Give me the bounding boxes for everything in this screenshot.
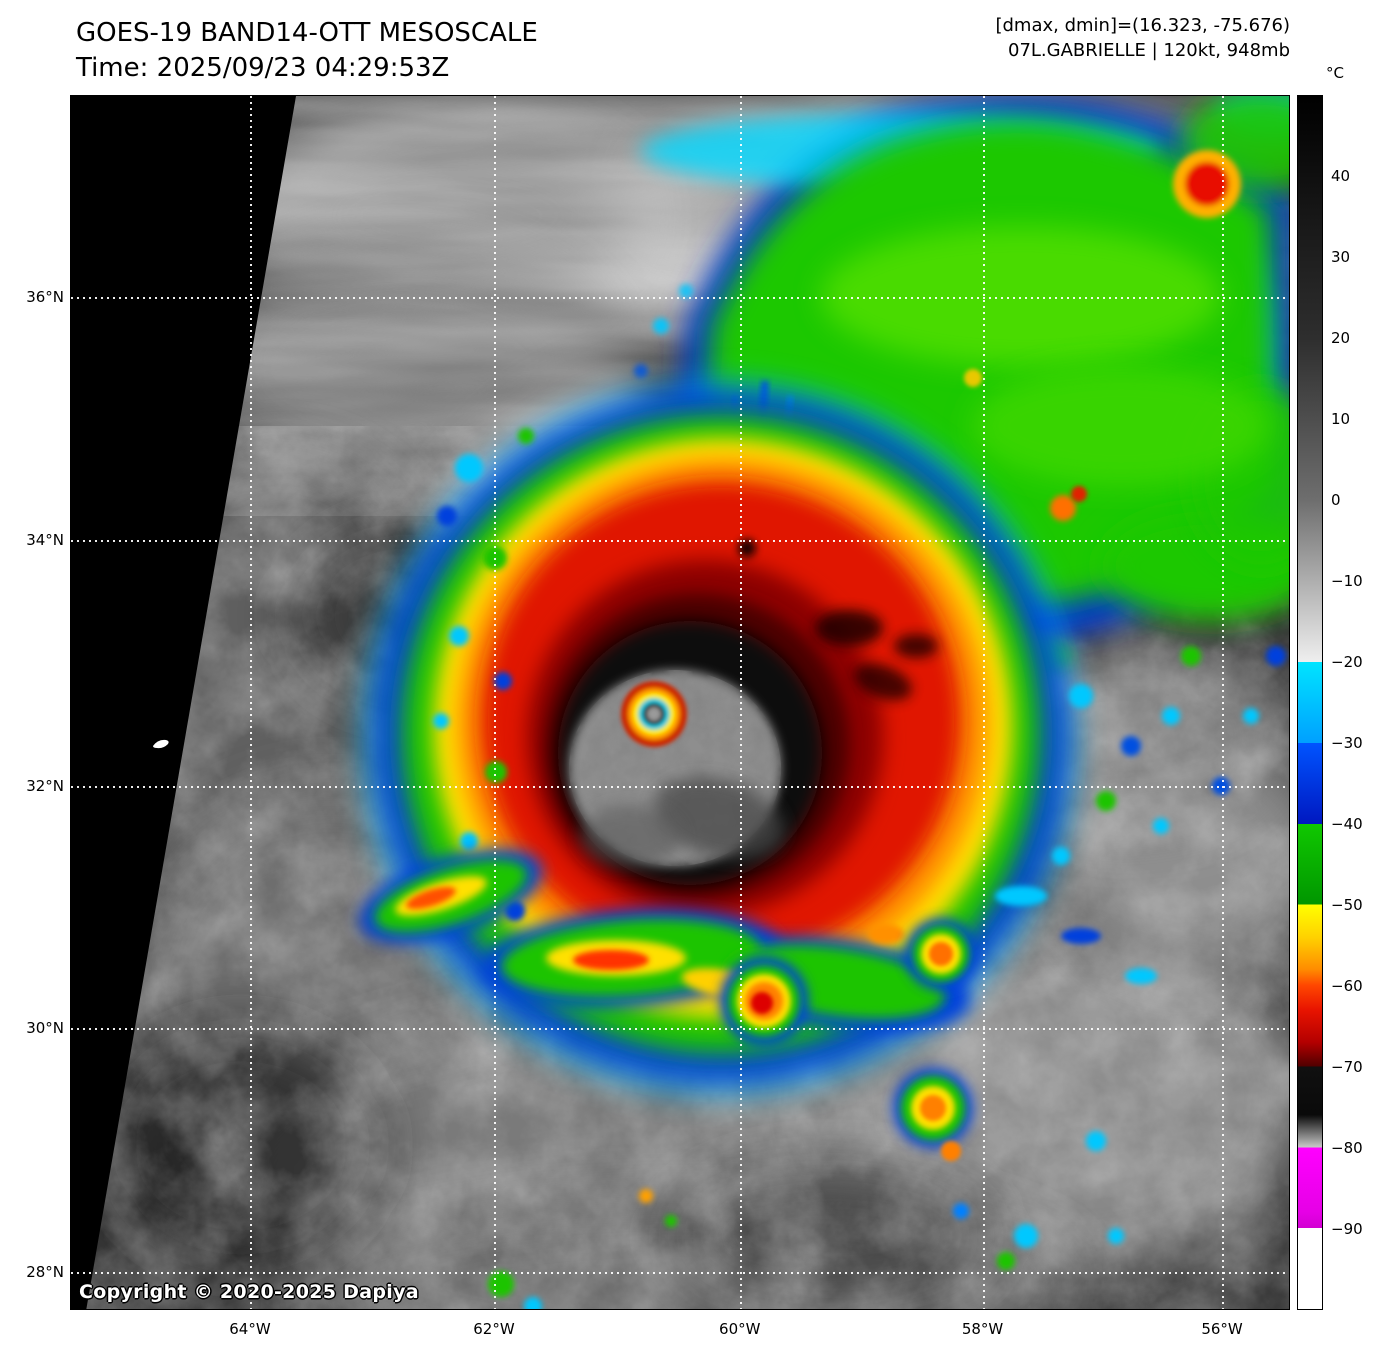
copyright-watermark: Copyright © 2020-2025 Dapiya — [79, 1281, 419, 1303]
colorbar-tick-label: −30 — [1331, 734, 1363, 752]
dmax-dmin-readout: [dmax, dmin]=(16.323, -75.676) — [995, 15, 1290, 36]
isolated-convective-cells — [488, 918, 1124, 1309]
storm-info: 07L.GABRIELLE | 120kt, 948mb — [1008, 40, 1290, 61]
lat-tick-label: 34°N — [26, 530, 64, 549]
lon-tick-label: 64°W — [229, 1320, 271, 1338]
colorbar-tick-label: −90 — [1331, 1220, 1363, 1238]
colorbar-tick-label: −60 — [1331, 977, 1363, 995]
colorbar-tick-label: 30 — [1331, 248, 1351, 266]
colorbar — [1297, 95, 1323, 1310]
lon-tick-label: 56°W — [1201, 1320, 1243, 1338]
lon-tick-label: 62°W — [473, 1320, 515, 1338]
lat-tick-label: 28°N — [26, 1263, 64, 1282]
colorbar-tick-label: −20 — [1331, 653, 1363, 671]
colorbar-tick-label: 0 — [1331, 491, 1341, 509]
lat-tick-label: 32°N — [26, 777, 64, 796]
colorbar-tick-label: 10 — [1331, 410, 1351, 428]
colorbar-tick-label: −40 — [1331, 815, 1363, 833]
lat-tick-label: 36°N — [26, 287, 64, 306]
lon-tick-label: 58°W — [961, 1320, 1004, 1338]
lon-tick-label: 60°W — [719, 1320, 761, 1338]
satellite-ir-image — [71, 96, 1289, 1309]
hurricane-vortex — [359, 378, 1079, 1098]
west-fringe-convection — [433, 428, 534, 921]
timestamp: Time: 2025/09/23 04:29:53Z — [76, 53, 450, 83]
colorbar-tick-label: 20 — [1331, 329, 1351, 347]
no-data-swath — [71, 96, 296, 1309]
bermuda-island — [153, 739, 169, 749]
colorbar-unit-label: °C — [1326, 64, 1344, 82]
east-fringe-convection — [995, 646, 1286, 984]
lat-tick-label: 30°N — [26, 1019, 64, 1038]
storm-eye — [621, 681, 687, 747]
colorbar-tick-label: −10 — [1331, 572, 1363, 590]
colorbar-tick-label: 40 — [1331, 167, 1351, 185]
colorbar-tick-label: −80 — [1331, 1139, 1363, 1157]
colorbar-tick-label: −50 — [1331, 896, 1363, 914]
map-plot: Copyright © 2020-2025 Dapiya — [70, 95, 1290, 1310]
colorbar-tick-label: −70 — [1331, 1058, 1363, 1076]
product-title: GOES-19 BAND14-OTT MESOSCALE — [76, 18, 538, 48]
